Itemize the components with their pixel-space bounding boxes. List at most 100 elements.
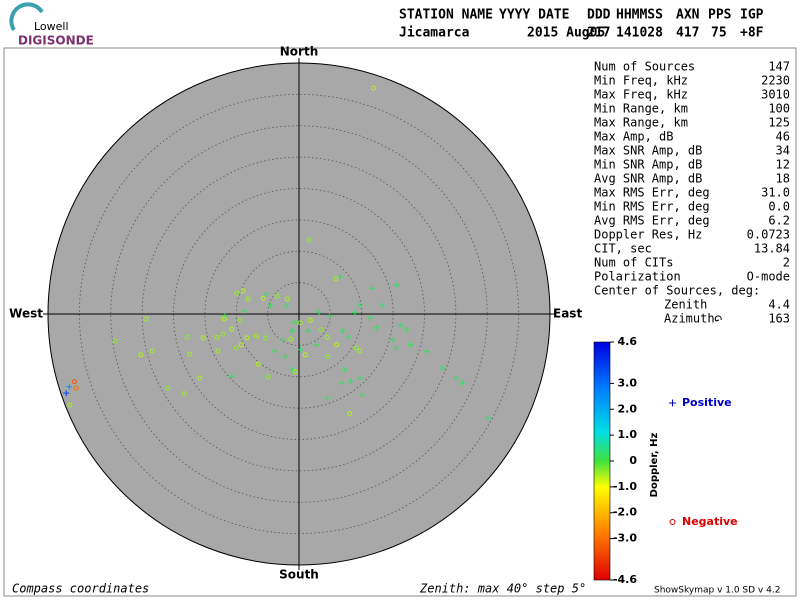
header-column: IGP xyxy=(740,8,764,23)
source-negative xyxy=(324,334,330,340)
header-value: 141028 xyxy=(616,26,663,41)
header-column: DDD xyxy=(587,8,611,23)
stat-value: 34 xyxy=(776,144,790,158)
colorbar-tick-label: 4.6 xyxy=(618,335,638,348)
source-positive xyxy=(344,334,351,341)
header-value: Jicamarca xyxy=(399,26,470,41)
source-positive xyxy=(341,366,348,373)
source-positive xyxy=(267,302,274,309)
source-negative xyxy=(371,85,377,91)
center-label: Zenith xyxy=(664,298,707,312)
source-negative xyxy=(253,333,259,339)
colorbar-tick-label: -4.6 xyxy=(613,573,637,586)
source-negative xyxy=(187,351,193,357)
footer-middle: Zenith: max 40° step 5° xyxy=(419,582,586,596)
header-column: AXN xyxy=(676,8,700,23)
legend-marker xyxy=(669,399,676,407)
direction-label: South xyxy=(279,568,319,582)
source-negative xyxy=(200,335,206,341)
stat-value: 2230 xyxy=(761,74,790,88)
source-negative xyxy=(237,317,243,323)
source-negative xyxy=(165,385,171,391)
footer-left: Compass coordinates xyxy=(12,582,149,596)
source-negative xyxy=(353,345,359,351)
stat-label: Max Range, km xyxy=(594,116,688,130)
source-negative xyxy=(149,348,155,354)
source-negative xyxy=(260,295,266,301)
colorbar-tick-label: 3.0 xyxy=(618,376,638,389)
stat-value: 2 xyxy=(783,256,790,270)
source-negative xyxy=(302,352,308,358)
source-positive xyxy=(452,375,459,382)
source-positive xyxy=(324,395,331,402)
header-value: +8F xyxy=(740,26,764,41)
source-positive xyxy=(272,348,279,355)
source-negative xyxy=(284,296,290,302)
colorbar xyxy=(593,341,611,581)
frame xyxy=(3,47,797,597)
source-negative xyxy=(184,334,190,340)
source-positive xyxy=(326,312,333,319)
stat-value: 125 xyxy=(768,116,790,130)
stat-label: Min Freq, kHz xyxy=(594,74,688,88)
source-positive xyxy=(280,336,287,343)
logo-swirl xyxy=(9,2,44,32)
source-positive xyxy=(392,344,399,351)
stat-value: 46 xyxy=(776,130,790,144)
source-negative xyxy=(255,361,261,367)
stat-label: Num of Sources xyxy=(594,60,695,74)
stat-label: Min Range, km xyxy=(594,102,688,116)
stat-label: Min RMS Err, deg xyxy=(594,200,710,214)
source-negative xyxy=(67,402,73,408)
source-positive xyxy=(348,378,355,385)
header-column: STATION NAME xyxy=(399,8,493,23)
source-positive xyxy=(373,324,380,331)
stat-value: 147 xyxy=(768,60,790,74)
source-positive xyxy=(240,307,247,314)
stat-label: Max RMS Err, deg xyxy=(594,186,710,200)
stat-value: 6.2 xyxy=(768,214,790,228)
source-negative xyxy=(138,352,144,358)
stat-label: Max SNR Amp, dB xyxy=(594,144,702,158)
source-positive xyxy=(66,383,73,390)
source-negative xyxy=(71,379,77,385)
legend-label: Negative xyxy=(682,515,738,528)
stat-value: 13.84 xyxy=(754,242,790,256)
source-positive xyxy=(403,326,410,333)
source-positive xyxy=(368,285,375,292)
direction-label: West xyxy=(9,307,43,321)
source-negative xyxy=(220,331,226,337)
source-negative xyxy=(221,316,227,322)
source-positive xyxy=(338,380,345,387)
source-positive xyxy=(339,327,346,334)
source-negative xyxy=(112,338,118,344)
source-positive xyxy=(63,390,70,397)
source-positive xyxy=(378,302,385,309)
source-positive xyxy=(282,302,289,309)
source-positive xyxy=(304,327,311,334)
colorbar-tick-label: 0 xyxy=(629,454,637,467)
source-negative xyxy=(347,411,353,417)
source-negative xyxy=(318,327,324,333)
source-positive xyxy=(351,309,358,316)
colorbar-tick-label: 2.0 xyxy=(618,402,638,415)
header-value: 417 xyxy=(676,26,699,41)
source-positive xyxy=(289,327,296,334)
colorbar-tick-label: 1.0 xyxy=(618,428,638,441)
header-value: 217 xyxy=(587,26,610,41)
source-positive xyxy=(297,346,304,353)
stat-label: Num of CITs xyxy=(594,256,673,270)
center-value: 163 xyxy=(768,312,790,326)
stat-label: Doppler Res, Hz xyxy=(594,228,702,242)
stat-label: Avg SNR Amp, dB xyxy=(594,172,702,186)
footer-right: ShowSkymap v 1.0 SD v 4.2 xyxy=(654,586,780,596)
source-negative xyxy=(233,345,239,351)
source-negative xyxy=(265,374,271,380)
header-value: 75 xyxy=(711,26,727,41)
stat-value: 3010 xyxy=(761,88,790,102)
source-positive xyxy=(290,319,297,326)
source-positive xyxy=(336,273,343,280)
stat-value: 12 xyxy=(776,158,790,172)
logo-top: Lowell xyxy=(34,20,69,33)
